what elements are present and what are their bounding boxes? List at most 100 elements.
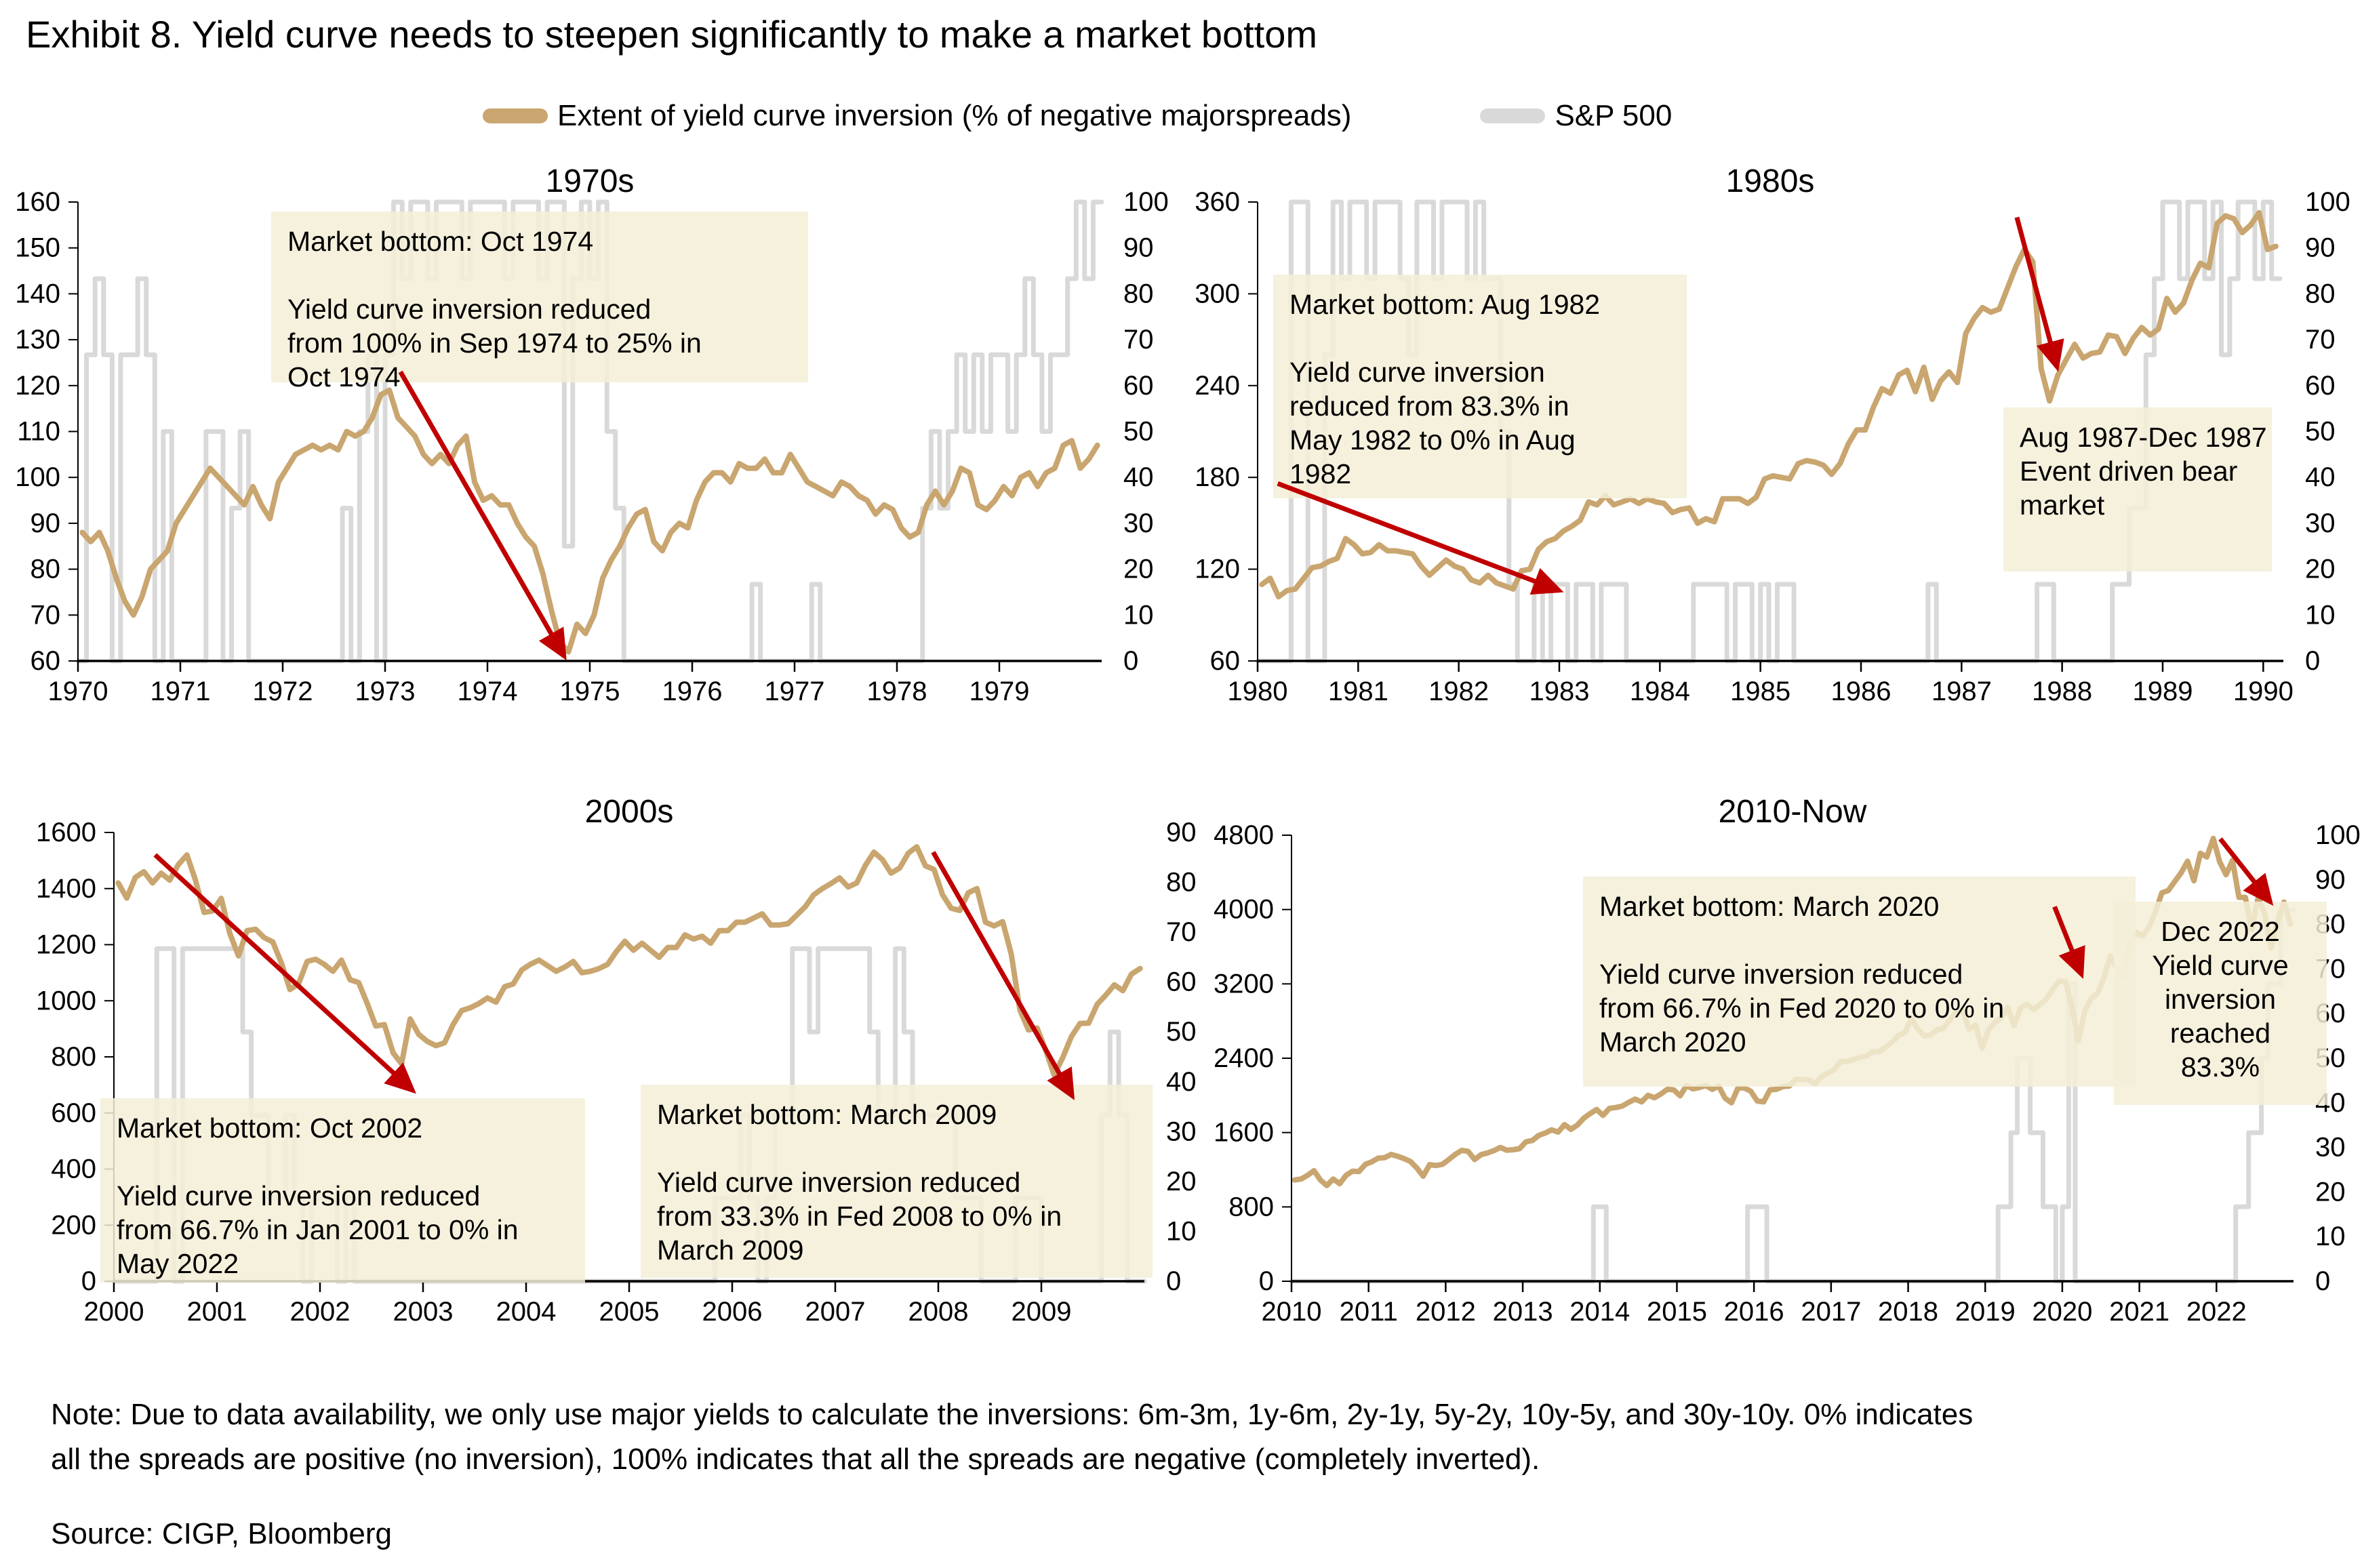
x-axis-tick-label: 1985 xyxy=(1730,677,1790,706)
annotation-text: Yield curve xyxy=(2152,950,2288,981)
right-axis-tick-label: 10 xyxy=(1123,600,1154,630)
right-axis-tick-label: 50 xyxy=(1166,1017,1197,1047)
left-axis-tick-label: 100 xyxy=(15,462,60,492)
panel-2010-Now: 4800400032002400160080001009080706050403… xyxy=(1214,820,2361,1327)
left-axis-tick-label: 80 xyxy=(31,555,61,584)
annotation-text: March 2020 xyxy=(1599,1026,1746,1058)
source: Source: CIGP, Bloomberg xyxy=(51,1517,392,1550)
x-axis-tick-label: 2010 xyxy=(1262,1297,1322,1327)
annotation-text: Dec 2022 xyxy=(2161,916,2280,947)
x-axis-tick-label: 2016 xyxy=(1724,1297,1784,1327)
market-bottom-arrow xyxy=(153,853,416,1094)
annotation-text: Yield curve inversion reduced xyxy=(117,1180,480,1211)
x-axis-tick-label: 2006 xyxy=(702,1297,763,1327)
x-axis-tick-label: 2012 xyxy=(1416,1297,1476,1327)
right-axis-tick-label: 70 xyxy=(2305,325,2336,355)
annotation-text: Market bottom: March 2020 xyxy=(1599,891,1939,922)
left-axis-tick-label: 140 xyxy=(15,279,60,308)
inversion-series-line xyxy=(1259,209,2279,600)
annotation-text: May 2022 xyxy=(117,1248,239,1279)
right-axis-tick-label: 90 xyxy=(2305,233,2336,263)
right-axis-tick-label: 30 xyxy=(2305,508,2336,538)
left-axis-tick-label: 0 xyxy=(81,1266,96,1296)
left-axis-tick-label: 120 xyxy=(15,371,60,401)
x-axis-tick-label: 2009 xyxy=(1012,1297,1072,1327)
right-axis-tick-label: 0 xyxy=(2305,646,2320,676)
right-axis-tick-label: 40 xyxy=(1166,1067,1197,1097)
x-axis-tick-label: 1980 xyxy=(1228,677,1288,706)
x-axis-tick-label: 2017 xyxy=(1801,1297,1861,1327)
right-axis-tick-label: 50 xyxy=(2305,417,2336,447)
legend-item-inversion: Extent of yield curve inversion (% of ne… xyxy=(483,99,1351,133)
x-axis-tick-label: 2020 xyxy=(2032,1297,2092,1327)
left-axis-tick-label: 180 xyxy=(1195,462,1240,492)
x-axis-tick-label: 2013 xyxy=(1493,1297,1553,1327)
legend-inversion-label: Extent of yield curve inversion (% of ne… xyxy=(557,99,1352,132)
x-axis-tick-label: 1979 xyxy=(969,677,1030,706)
annotation-text: Aug 1987-Dec 1987 xyxy=(2020,422,2267,453)
left-axis-tick-label: 4000 xyxy=(1214,895,1274,925)
x-axis-tick-label: 2004 xyxy=(496,1297,557,1327)
left-axis-tick-label: 3200 xyxy=(1214,969,1274,999)
annotation-text: Yield curve inversion reduced xyxy=(657,1167,1020,1198)
right-axis-tick-label: 70 xyxy=(1123,325,1154,355)
right-axis-tick-label: 100 xyxy=(2305,187,2350,217)
market-bottom-arrow xyxy=(2052,906,2085,980)
x-axis-tick-label: 2001 xyxy=(187,1297,247,1327)
right-axis-tick-label: 10 xyxy=(2315,1222,2346,1251)
x-axis-tick-label: 1976 xyxy=(662,677,723,706)
right-axis-tick-label: 20 xyxy=(1166,1167,1197,1197)
x-axis-tick-label: 2003 xyxy=(393,1297,454,1327)
left-axis-tick-label: 300 xyxy=(1195,279,1240,308)
annotation-text: inversion xyxy=(2165,984,2276,1015)
annotation-text: market xyxy=(2020,489,2105,521)
left-axis-tick-label: 4800 xyxy=(1214,820,1274,850)
x-axis-tick-label: 1978 xyxy=(867,677,927,706)
left-axis-tick-label: 1400 xyxy=(36,874,96,904)
annotation-text: May 1982 to 0% in Aug xyxy=(1289,424,1576,456)
panel-1980s: 3603002401801206010090807060504030201001… xyxy=(1195,187,2350,706)
panel-1970s: 1601501401301201101009080706010090807060… xyxy=(15,187,1169,706)
annotation-box xyxy=(2003,407,2272,571)
left-axis-tick-label: 130 xyxy=(15,325,60,355)
annotation-text: reduced from 83.3% in xyxy=(1289,390,1569,422)
left-axis-tick-label: 360 xyxy=(1195,187,1240,217)
x-axis-tick-label: 1984 xyxy=(1630,677,1690,706)
x-axis-tick-label: 2011 xyxy=(1340,1297,1398,1327)
annotation-box xyxy=(641,1085,1153,1278)
market-bottom-arrow xyxy=(2014,216,2064,372)
x-axis-tick-label: 1974 xyxy=(458,677,518,706)
x-axis-tick-label: 1971 xyxy=(151,677,211,706)
left-axis-tick-label: 160 xyxy=(15,187,60,217)
right-axis-tick-label: 10 xyxy=(2305,600,2336,630)
x-axis-tick-label: 1981 xyxy=(1328,677,1388,706)
right-axis-tick-label: 0 xyxy=(1123,646,1138,676)
left-axis-tick-label: 1000 xyxy=(36,986,96,1016)
right-axis-tick-label: 100 xyxy=(2315,820,2361,850)
x-axis-tick-label: 2021 xyxy=(2109,1297,2169,1327)
sp500-series-line xyxy=(75,199,1104,664)
x-axis-tick-label: 1988 xyxy=(2032,677,2092,706)
x-axis-tick-label: 2007 xyxy=(805,1297,866,1327)
x-axis-tick-label: 1972 xyxy=(253,677,313,706)
right-axis-tick-label: 40 xyxy=(1123,462,1154,492)
left-axis-tick-label: 150 xyxy=(15,233,60,263)
right-axis-tick-label: 60 xyxy=(1123,371,1154,401)
x-axis-tick-label: 2018 xyxy=(1878,1297,1938,1327)
x-axis-tick-label: 2008 xyxy=(908,1297,969,1327)
inversion-line-swatch xyxy=(483,108,548,123)
x-axis-tick-label: 2015 xyxy=(1647,1297,1707,1327)
left-axis-tick-label: 200 xyxy=(51,1210,96,1240)
left-axis-tick-label: 1600 xyxy=(36,818,96,847)
right-axis-tick-label: 90 xyxy=(1123,233,1154,263)
panel-2000s: 1600140012001000800600400200090807060504… xyxy=(36,818,1196,1327)
x-axis-tick-label: 1975 xyxy=(560,677,620,706)
right-axis-tick-label: 80 xyxy=(1166,868,1197,898)
sp500-line-swatch xyxy=(1480,108,1546,123)
market-bottom-arrow xyxy=(2218,837,2274,906)
x-axis-tick-label: 1990 xyxy=(2233,677,2294,706)
right-axis-tick-label: 20 xyxy=(1123,555,1154,584)
annotation-box xyxy=(1273,275,1687,498)
